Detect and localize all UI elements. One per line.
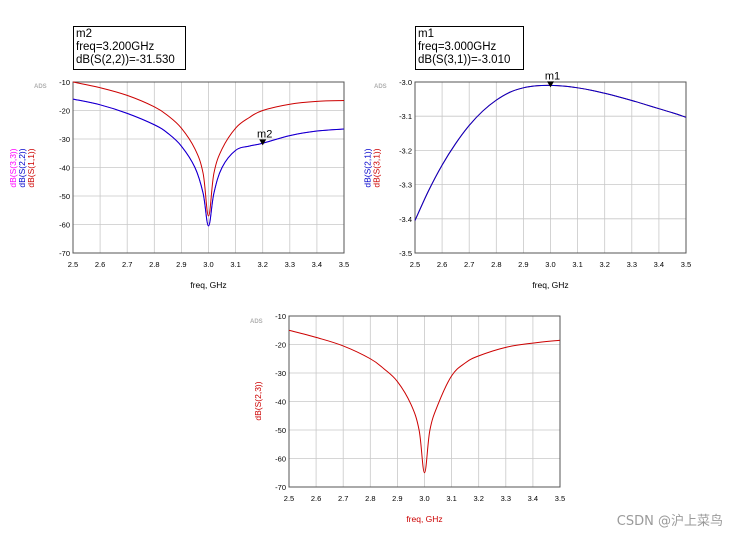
- right-marker-label: m1: [545, 70, 560, 82]
- left-series-dBS11: [72, 81, 345, 217]
- bottom-xtick-label: 2.8: [365, 494, 375, 503]
- right-xtick-label: 2.5: [410, 260, 420, 269]
- left-plot-frame: [72, 81, 345, 254]
- bottom-xtick-label: 3.0: [419, 494, 429, 503]
- left-xtick-label: 2.6: [95, 260, 105, 269]
- right-marker-triangle: [547, 81, 554, 88]
- bottom-series-dBS23: [288, 329, 561, 474]
- right-x-axis-label: freq, GHz: [532, 280, 568, 290]
- bottom-ytick-label: -30: [275, 369, 286, 378]
- marker-m2-freq: freq=3.200GHz: [76, 41, 155, 53]
- right-ytick-label: -3.1: [399, 112, 412, 121]
- bottom-x-axis-label: freq, GHz: [406, 514, 442, 524]
- bottom-xtick-label: 3.3: [501, 494, 511, 503]
- bottom-brand-label: ADS: [250, 319, 263, 325]
- bottom-y-axis-label: dB(S(2,3)): [253, 381, 263, 420]
- left-ytick-label: -30: [59, 135, 70, 144]
- left-xtick-label: 2.9: [176, 260, 186, 269]
- bottom-plot-frame: [288, 315, 561, 488]
- left-xtick-label: 3.2: [257, 260, 267, 269]
- bottom-xtick-label: 3.4: [528, 494, 538, 503]
- left-y-axis-label: dB(S(2,2)): [17, 148, 27, 187]
- right-xtick-label: 2.9: [518, 260, 528, 269]
- left-marker-label: m2: [257, 128, 272, 140]
- bottom-ytick-label: -70: [275, 483, 286, 492]
- bottom-ytick-label: -40: [275, 398, 286, 407]
- left-ytick-label: -50: [59, 192, 70, 201]
- right-xtick-label: 3.5: [681, 260, 691, 269]
- bottom-ytick-label: -20: [275, 341, 286, 350]
- bottom-ytick-label: -60: [275, 455, 286, 464]
- bottom-xtick-label: 2.7: [338, 494, 348, 503]
- bottom-xtick-label: 2.5: [284, 494, 294, 503]
- left-y-axis-label: dB(S(3,3)): [8, 148, 18, 187]
- right-y-axis-label: dB(S(2,1)): [363, 148, 373, 187]
- right-ytick-label: -3.2: [399, 146, 412, 155]
- left-xtick-label: 3.1: [230, 260, 240, 269]
- right-ytick-label: -3.0: [399, 78, 412, 87]
- left-xtick-label: 2.5: [68, 260, 78, 269]
- marker-box-m2: m2 freq=3.200GHz dB(S(2,2))=-31.530: [73, 26, 186, 70]
- right-y-axis-label: dB(S(3,1)): [372, 148, 382, 187]
- bottom-xtick-label: 3.2: [473, 494, 483, 503]
- left-xtick-label: 2.8: [149, 260, 159, 269]
- left-ytick-label: -60: [59, 221, 70, 230]
- right-xtick-label: 2.6: [437, 260, 447, 269]
- left-xtick-label: 3.5: [339, 260, 349, 269]
- right-brand-label: ADS: [374, 84, 387, 90]
- marker-m1-name: m1: [418, 28, 434, 40]
- left-x-axis-label: freq, GHz: [190, 280, 226, 290]
- left-xtick-label: 3.4: [312, 260, 322, 269]
- marker-m1-value: dB(S(3,1))=-3.010: [418, 54, 511, 66]
- right-xtick-label: 3.0: [545, 260, 555, 269]
- marker-m2-name: m2: [76, 28, 92, 40]
- bottom-ytick-label: -50: [275, 426, 286, 435]
- bottom-ytick-label: -10: [275, 312, 286, 321]
- watermark: CSDN @沪上菜鸟: [616, 514, 723, 529]
- left-xtick-label: 3.3: [285, 260, 295, 269]
- right-xtick-label: 3.3: [627, 260, 637, 269]
- bottom-xtick-label: 2.6: [311, 494, 321, 503]
- left-ytick-label: -70: [59, 249, 70, 258]
- right-xtick-label: 2.7: [464, 260, 474, 269]
- right-ytick-label: -3.4: [399, 215, 412, 224]
- right-ytick-label: -3.3: [399, 181, 412, 190]
- marker-m1-freq: freq=3.000GHz: [418, 41, 497, 53]
- left-xtick-label: 3.0: [203, 260, 213, 269]
- bottom-xtick-label: 3.1: [446, 494, 456, 503]
- left-y-axis-label: dB(S(1,1)): [26, 148, 36, 187]
- right-xtick-label: 3.1: [572, 260, 582, 269]
- left-xtick-label: 2.7: [122, 260, 132, 269]
- left-series-dBS22: [72, 98, 345, 227]
- right-xtick-label: 2.8: [491, 260, 501, 269]
- left-brand-label: ADS: [34, 84, 47, 90]
- left-ytick-label: -20: [59, 107, 70, 116]
- right-xtick-label: 3.4: [654, 260, 664, 269]
- left-ytick-label: -40: [59, 164, 70, 173]
- marker-box-m1: m1 freq=3.000GHz dB(S(3,1))=-3.010: [415, 26, 524, 70]
- left-marker-triangle: [259, 139, 267, 146]
- bottom-xtick-label: 3.5: [555, 494, 565, 503]
- left-ytick-label: -10: [59, 78, 70, 87]
- bottom-xtick-label: 2.9: [392, 494, 402, 503]
- marker-m2-value: dB(S(2,2))=-31.530: [76, 54, 175, 66]
- right-ytick-label: -3.5: [399, 249, 412, 258]
- right-xtick-label: 3.2: [599, 260, 609, 269]
